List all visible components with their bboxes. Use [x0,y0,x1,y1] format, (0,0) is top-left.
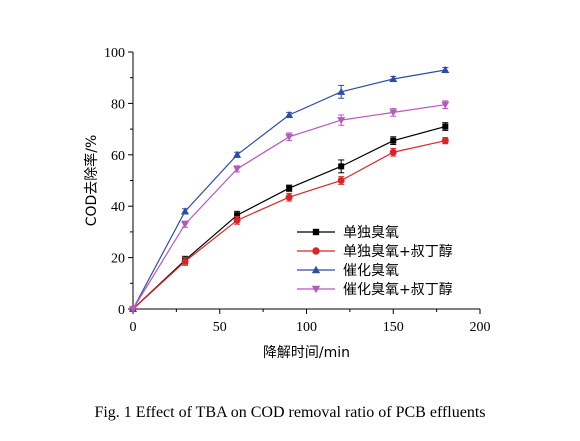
y-axis-label: COD去除率/% [83,135,100,227]
data-point [233,165,242,173]
y-tick-label: 40 [111,200,125,215]
cod-removal-chart: 0 50 100 150 200 0 20 40 60 80 100 降解时间/min COD去除率/%… [83,46,491,361]
x-tick-label: 200 [470,320,491,335]
data-point [389,148,397,156]
series-2 [129,65,450,312]
legend-item-2: 催化臭氧 [297,263,399,279]
data-point [233,216,241,224]
data-point [390,137,397,144]
legend-item-3: 催化臭氧+叔丁醇 [297,281,453,298]
data-point [181,257,189,265]
x-tick-label: 150 [383,320,404,335]
legend-item-0: 单独臭氧 [297,225,399,241]
data-point [285,110,294,118]
legend-marker [311,265,321,274]
legend-label: 单独臭氧 [343,225,399,241]
legend-marker [312,247,320,255]
y-tick-label: 80 [111,97,125,112]
data-point [285,133,294,141]
legend-marker [312,228,320,236]
data-point [181,207,190,215]
data-point [337,87,346,95]
data-point [129,306,137,313]
series-3 [129,100,450,313]
data-point [285,193,293,201]
data-point [441,65,450,73]
figure-caption: Fig. 1 Effect of TBA on COD removal rati… [94,404,486,421]
x-tick-label: 0 [130,320,137,335]
legend-item-1: 单独臭氧+叔丁醇 [297,243,453,260]
data-point [337,117,346,125]
legend-marker [311,285,321,294]
data-point [389,109,398,117]
series-group [129,65,450,313]
data-point [442,123,449,130]
y-tick-label: 60 [111,149,125,164]
data-point [233,150,242,158]
data-point [441,101,450,109]
y-tick-label: 0 [118,303,125,318]
legend-label: 催化臭氧+叔丁醇 [343,281,453,298]
legend-label: 催化臭氧 [343,263,399,279]
data-point [286,185,293,192]
axes: 0 50 100 150 200 0 20 40 60 80 100 降解时间/min COD去除率/% [83,46,491,361]
y-tick-label: 100 [104,46,125,61]
x-axis-label: 降解时间/min [263,345,350,361]
x-tick-label: 100 [296,320,317,335]
data-point [234,212,241,219]
data-point [337,177,345,184]
data-point [441,137,449,145]
data-point [338,163,345,170]
x-tick-label: 50 [213,320,227,335]
data-point [389,74,398,82]
legend-label: 单独臭氧+叔丁醇 [343,243,453,260]
y-tick-label: 20 [111,252,125,267]
data-point [181,221,190,229]
